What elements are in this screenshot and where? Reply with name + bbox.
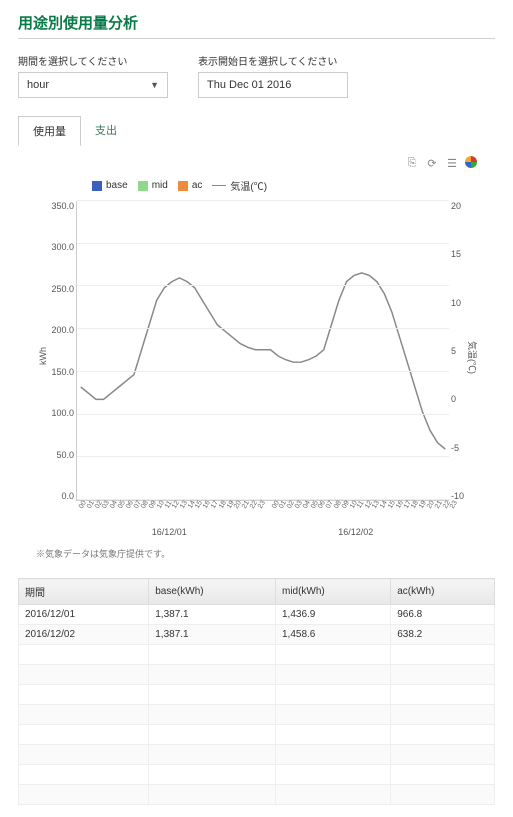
legend-swatch-mid [138, 181, 148, 191]
table-row [19, 725, 495, 745]
x-axis-dates: 16/12/0116/12/02 [76, 527, 449, 537]
y-axis-right: 20151050-5-10 [451, 201, 475, 501]
startdate-input[interactable]: Thu Dec 01 2016 [198, 72, 348, 98]
palette-icon[interactable] [465, 156, 477, 168]
period-select[interactable]: hour ▼ [18, 72, 168, 98]
legend-label-mid: mid [152, 180, 168, 191]
table-row [19, 645, 495, 665]
legend: base mid ac 気温(℃) [92, 178, 477, 193]
export-icon[interactable]: ⎘ [405, 156, 419, 170]
table-row [19, 745, 495, 765]
x-axis-hours: 0001020304050607080910111213141516171819… [76, 503, 449, 521]
tab-usage[interactable]: 使用量 [18, 116, 81, 146]
table-row [19, 765, 495, 785]
table-row [19, 785, 495, 805]
footnote: ※気象データは気象庁提供です。 [36, 547, 495, 560]
y-axis-left: 350.0300.0250.0200.0150.0100.050.00.0 [46, 201, 74, 501]
table-header: base(kWh) [149, 579, 276, 605]
controls: 期間を選択してください hour ▼ 表示開始日を選択してください Thu De… [18, 53, 495, 98]
period-value: hour [27, 79, 49, 91]
page-title: 用途別使用量分析 [18, 12, 495, 33]
table-row [19, 665, 495, 685]
refresh-icon[interactable]: ⟳ [425, 156, 439, 170]
menu-icon[interactable]: ☰ [445, 156, 459, 170]
legend-label-base: base [106, 180, 128, 191]
tabs: 使用量 支出 [18, 116, 495, 146]
data-table: 期間base(kWh)mid(kWh)ac(kWh) 2016/12/011,3… [18, 578, 495, 805]
table-row [19, 705, 495, 725]
table-header: 期間 [19, 579, 149, 605]
startdate-value: Thu Dec 01 2016 [207, 79, 291, 91]
legend-swatch-temp [212, 185, 226, 186]
plot-area [76, 201, 449, 501]
table-header: ac(kWh) [391, 579, 495, 605]
table-row: 2016/12/011,387.11,436.9966.8 [19, 605, 495, 625]
chevron-down-icon: ▼ [150, 80, 159, 90]
legend-swatch-ac [178, 181, 188, 191]
legend-label-temp: 気温(℃) [230, 178, 267, 193]
period-label: 期間を選択してください [18, 53, 168, 68]
table-header: mid(kWh) [275, 579, 390, 605]
chart: base mid ac 気温(℃) kWh 気温(℃) 350.0300.025… [18, 178, 495, 537]
startdate-label: 表示開始日を選択してください [198, 53, 348, 68]
table-row: 2016/12/021,387.11,458.6638.2 [19, 625, 495, 645]
legend-label-ac: ac [192, 180, 203, 191]
chart-toolbar: ⎘ ⟳ ☰ [18, 152, 495, 174]
legend-swatch-base [92, 181, 102, 191]
table-row [19, 685, 495, 705]
tab-expense[interactable]: 支出 [81, 116, 131, 146]
